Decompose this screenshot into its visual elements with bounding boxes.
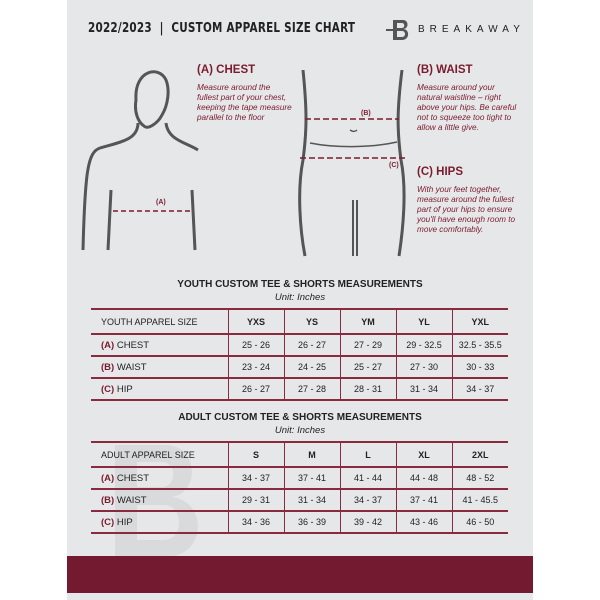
hips-description: With your feet together, measure around … [417,185,516,234]
row-name: WAIST [116,361,147,373]
cell: 27 - 28 [284,378,341,401]
waist-heading: (B) WAIST [417,64,473,76]
adult-table-title: ADULT CUSTOM TEE & SHORTS MEASUREMENTS [178,412,422,423]
cell: 24 - 25 [284,356,341,379]
size-header: M [284,441,341,468]
footer-band [67,556,533,593]
cell: 28 - 31 [340,378,397,401]
size-header: XL [396,441,453,468]
size-header: YM [340,308,397,335]
header-label: YOUTH APPAREL SIZE [91,308,229,335]
youth-table-title: YOUTH CUSTOM TEE & SHORTS MEASUREMENTS [177,279,423,290]
table-row: (A) CHEST 25 - 26 26 - 27 27 - 29 29 - 32.5… [91,334,508,357]
size-header: S [228,441,285,468]
row-letter: (B) [101,361,115,373]
cell: 23 - 24 [228,356,285,379]
youth-unit: Unit: Inches [274,292,326,303]
table-row: (A) CHEST 34 - 37 37 - 41 41 - 44 44 - 48 48… [91,467,508,490]
cell: 31 - 34 [396,378,453,401]
cell: 37 - 41 [284,467,341,490]
marker-b: (B) [361,110,371,117]
header-label: ADULT APPAREL SIZE [91,441,229,468]
adult-size-table: ADULT APPAREL SIZE S M L XL 2XL (A) CHES… [91,441,508,534]
row-letter: (A) [101,339,115,351]
row-name: WAIST [116,494,147,506]
cell: 36 - 39 [284,511,341,534]
table-row: (B) WAIST 23 - 24 24 - 25 25 - 27 27 - 30 30… [91,356,508,379]
row-letter: (C) [101,516,115,528]
hips-figure [298,70,406,257]
cell: 48 - 52 [452,467,508,490]
row-label: (A) CHEST [91,467,229,490]
row-name: CHEST [116,339,150,351]
row-label: (B) WAIST [91,356,229,379]
cell: 26 - 27 [228,378,285,401]
cell: 44 - 48 [396,467,453,490]
table-header-row: ADULT APPAREL SIZE S M L XL 2XL [91,441,508,468]
marker-a: (A) [156,199,166,206]
table-header-row: YOUTH APPAREL SIZE YXS YS YM YL YXL [91,308,508,335]
size-header: L [340,441,397,468]
marker-c: (C) [389,162,399,169]
cell: 29 - 31 [228,489,285,512]
cell: 31 - 34 [284,489,341,512]
size-header: YXL [452,308,508,335]
row-name: CHEST [116,472,150,484]
waist-description: Measure around your natural waistline – … [417,83,517,132]
adult-unit: Unit: Inches [274,425,326,436]
cell: 41 - 45.5 [452,489,508,512]
size-header: YS [284,308,341,335]
chest-heading: (A) CHEST [197,64,256,76]
torso-figure [81,70,199,251]
size-header: YXS [228,308,285,335]
row-label: (C) HIP [91,378,229,401]
cell: 34 - 37 [452,378,508,401]
cell: 46 - 50 [452,511,508,534]
cell: 37 - 41 [396,489,453,512]
cell: 43 - 46 [396,511,453,534]
size-header: YL [396,308,453,335]
brand-logo [386,20,409,40]
row-label: (B) WAIST [91,489,229,512]
cell: 34 - 36 [228,511,285,534]
cell: 30 - 33 [452,356,508,379]
cell: 32.5 - 35.5 [452,334,508,357]
table-row: (B) WAIST 29 - 31 31 - 34 34 - 37 37 - 41 41… [91,489,508,512]
brand-name: BREAKAWAY [418,24,525,35]
row-label: (C) HIP [91,511,229,534]
cell: 25 - 27 [340,356,397,379]
row-letter: (B) [101,494,115,506]
cell: 29 - 32.5 [396,334,453,357]
page-title: 2022/2023 | CUSTOM APPAREL SIZE CHART [88,21,356,36]
cell: 26 - 27 [284,334,341,357]
cell: 41 - 44 [340,467,397,490]
table-row: (C) HIP 34 - 36 36 - 39 39 - 42 43 - 46 46 -… [91,511,508,534]
row-name: HIP [116,383,133,395]
table-row: (C) HIP 26 - 27 27 - 28 28 - 31 31 - 34 34 -… [91,378,508,401]
chest-description: Measure around the fullest part of your … [197,83,292,122]
size-header: 2XL [452,441,508,468]
cell: 27 - 30 [396,356,453,379]
row-letter: (A) [101,472,115,484]
hips-heading: (C) HIPS [417,166,463,178]
cell: 27 - 29 [340,334,397,357]
row-letter: (C) [101,383,115,395]
row-label: (A) CHEST [91,334,229,357]
youth-size-table: YOUTH APPAREL SIZE YXS YS YM YL YXL (A) … [91,308,508,401]
cell: 39 - 42 [340,511,397,534]
cell: 25 - 26 [228,334,285,357]
cell: 34 - 37 [228,467,285,490]
row-name: HIP [116,516,133,528]
cell: 34 - 37 [340,489,397,512]
